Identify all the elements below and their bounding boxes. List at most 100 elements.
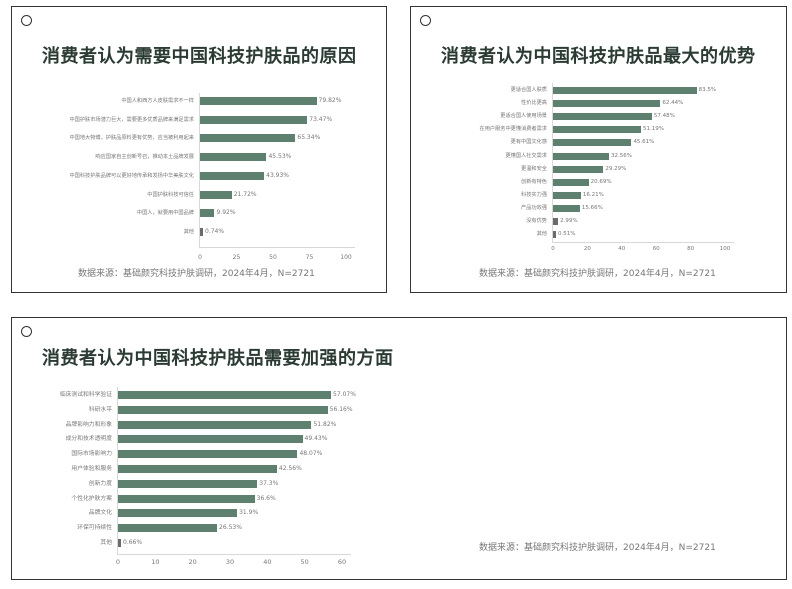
value-label: 43.93% (266, 171, 290, 179)
bar (553, 100, 661, 108)
bar (118, 391, 332, 399)
bar-chart-improvements: 临床测试和科学验证 57.07% 科研水平 56.16% 品牌影响力和形象 51.82% 成… (12, 387, 412, 568)
value-label: 73.47% (309, 115, 333, 123)
bar (200, 153, 267, 162)
bar (553, 113, 652, 121)
category-label: 其他 (100, 540, 112, 546)
bar (553, 231, 556, 239)
category-label: 中国人，就要用中国品牌 (136, 210, 194, 217)
category-label: 其他 (536, 231, 547, 238)
value-label: 32.56% (611, 152, 632, 159)
category-label: 中国人和西方人皮肤需求不一样 (121, 98, 194, 104)
x-tick-label: 80 (687, 246, 695, 252)
category-label: 更有中国文化感 (510, 139, 547, 146)
value-label: 49.43% (304, 435, 328, 443)
chart-title: 消费者认为中国科技护肤品需要加强的方面 (42, 348, 394, 369)
data-source-note: 数据来源：基础颜究科技护肤调研，2024年4月，N=2721 (78, 269, 315, 279)
category-label: 更温和安全 (521, 165, 547, 172)
category-label: 更懂国人社交需求 (505, 152, 547, 159)
x-axis-line (552, 242, 734, 243)
category-label: 品牌文化 (88, 510, 112, 517)
bar (553, 126, 642, 134)
value-label: 37.3% (259, 479, 279, 487)
bar (118, 450, 298, 459)
bar (118, 539, 121, 547)
bar (118, 465, 277, 473)
bar (553, 87, 697, 94)
bar (200, 134, 296, 143)
value-label: 45.53% (268, 153, 292, 161)
value-label: 42.56% (278, 465, 302, 472)
x-tick-label: 60 (652, 246, 660, 252)
value-label: 0.66% (123, 539, 143, 546)
x-tick-label: 0 (551, 246, 555, 252)
bar (118, 509, 238, 518)
bar (553, 191, 581, 199)
category-label: 创新有特色 (521, 178, 547, 185)
value-label: 45.61% (633, 139, 655, 146)
bar (200, 209, 215, 218)
circle-marker-icon (420, 15, 431, 26)
value-label: 2.99% (560, 218, 578, 224)
x-tick-label: 20 (188, 558, 197, 566)
category-label: 临床测试和科学验证 (59, 392, 112, 398)
x-tick-label: 75 (305, 254, 314, 261)
category-label: 中国护肤科技可信任 (147, 191, 194, 198)
category-label: 个性化护肤方案 (71, 495, 112, 502)
category-label: 在用户服务中更懂消费者需求 (479, 126, 547, 133)
x-tick-label: 40 (618, 246, 626, 252)
value-label: 62.44% (662, 100, 684, 107)
data-source-note: 数据来源：基础颜究科技护肤调研，2024年4月，N=2721 (479, 269, 716, 279)
bar (118, 435, 303, 444)
bar-chart-reasons: 中国人和西方人皮肤需求不一样 79.82% 中国护肤市场潜力巨大，需要更多优质品牌来… (12, 91, 388, 271)
x-tick-label: 40 (263, 558, 272, 566)
value-label: 29.29% (605, 165, 627, 172)
category-label: 更适合国人肤质 (510, 87, 547, 93)
x-tick-label: 30 (225, 558, 235, 566)
value-label: 9.92% (216, 209, 236, 217)
x-tick-label: 20 (583, 246, 591, 252)
category-label: 响应国家自主创新号召，推动本土品牌发展 (95, 154, 194, 161)
bar (200, 227, 203, 236)
x-tick-label: 25 (232, 254, 241, 261)
category-label: 品牌影响力和形象 (65, 421, 112, 428)
category-label: 国际市场影响力 (71, 451, 112, 458)
category-label: 成分和技术透明度 (65, 436, 112, 443)
value-label: 51.19% (643, 126, 665, 133)
value-label: 0.74% (205, 227, 225, 235)
bar (553, 218, 559, 225)
bar (553, 204, 580, 212)
y-axis-line (552, 83, 553, 242)
circle-marker-icon (21, 326, 32, 337)
chart-title: 消费者认为需要中国科技护肤品的原因 (42, 46, 357, 67)
value-label: 79.82% (318, 97, 342, 104)
bar (118, 479, 258, 488)
bar (118, 524, 218, 533)
category-label: 科技实力强 (521, 191, 547, 198)
x-tick-label: 50 (300, 558, 309, 566)
x-tick-label: 10 (151, 558, 160, 566)
x-axis-line (117, 554, 351, 555)
value-label: 83.5% (698, 87, 717, 93)
chart-title: 消费者认为中国科技护肤品最大的优势 (441, 46, 756, 67)
y-axis-line (117, 387, 118, 554)
value-label: 36.6% (256, 494, 276, 502)
bar (200, 171, 265, 180)
y-axis-line (199, 93, 200, 247)
value-label: 31.9% (239, 509, 259, 517)
category-label: 中国科技护肤品牌可以更好地传承和发扬中华美肤文化 (69, 172, 194, 179)
value-label: 15.66% (581, 204, 603, 211)
value-label: 56.16% (329, 405, 353, 413)
chart-card-advantages: 消费者认为中国科技护肤品最大的优势 更适合国人肤质 83.5% 性价比更高 62.44… (410, 6, 787, 293)
bar-chart-advantages: 更适合国人肤质 83.5% 性价比更高 62.44% 更适合国人使用场景 57.48% 在用… (411, 83, 788, 265)
value-label: 21.72% (233, 190, 257, 198)
category-label: 没有优势 (526, 218, 547, 224)
bar (118, 420, 312, 429)
chart-card-reasons: 消费者认为需要中国科技护肤品的原因 中国人和西方人皮肤需求不一样 79.82% 中国… (11, 6, 387, 293)
x-tick-label: 100 (719, 246, 731, 252)
value-label: 20.69% (590, 178, 612, 185)
x-tick-label: 60 (337, 558, 347, 566)
x-axis-line (199, 247, 355, 248)
x-tick-label: 0 (198, 254, 202, 261)
data-source-note: 数据来源：基础颜究科技护肤调研，2024年4月，N=2721 (479, 543, 716, 553)
